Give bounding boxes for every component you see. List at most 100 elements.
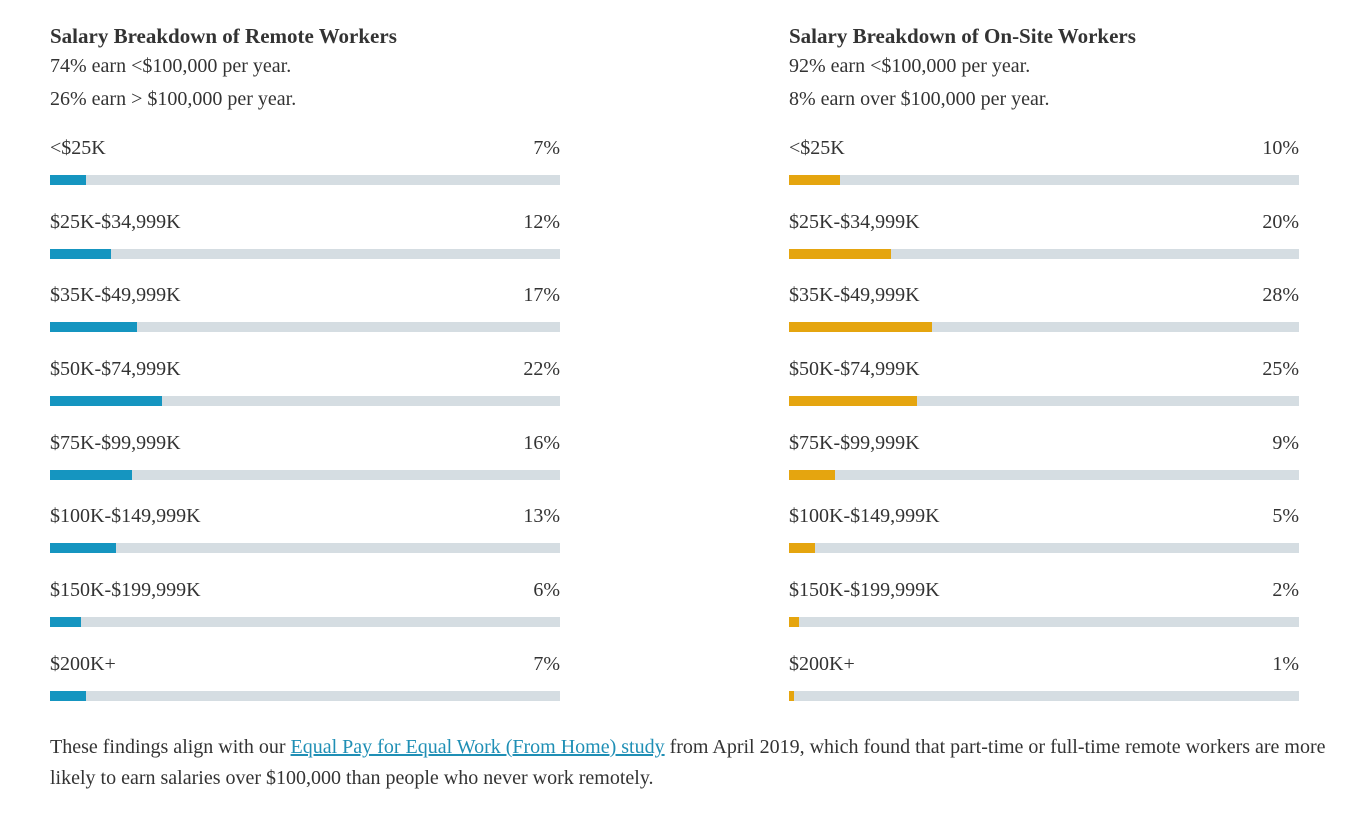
bar-fill: [50, 690, 86, 701]
bar-row-header: <$25K 10%: [789, 131, 1299, 165]
bar-track: [789, 396, 1299, 407]
bar-row: $150K-$199,999K 6%: [50, 573, 560, 647]
category-label: $100K-$149,999K: [50, 505, 201, 528]
study-link[interactable]: Equal Pay for Equal Work (From Home) stu…: [290, 736, 665, 758]
remote-salary-chart: Salary Breakdown of Remote Workers 74% e…: [50, 22, 560, 721]
bar-track: [789, 690, 1299, 701]
value-label: 7%: [533, 652, 560, 675]
bar-row: $35K-$49,999K 28%: [789, 278, 1299, 352]
value-label: 6%: [533, 579, 560, 602]
bar-row: $35K-$49,999K 17%: [50, 278, 560, 352]
bar-row-header: <$25K 7%: [50, 131, 560, 165]
bar-fill: [789, 469, 835, 480]
bar-fill: [50, 617, 81, 628]
category-label: $50K-$74,999K: [50, 358, 181, 381]
bar-row-header: $75K-$99,999K 9%: [789, 426, 1299, 460]
chart-title: Salary Breakdown of Remote Workers: [50, 24, 397, 48]
bar-fill: [789, 690, 795, 701]
bar-fill: [50, 396, 163, 407]
value-label: 28%: [1262, 284, 1299, 307]
bar-fill: [50, 543, 117, 554]
value-label: 13%: [523, 505, 560, 528]
bar-row-header: $50K-$74,999K 25%: [789, 352, 1299, 386]
bar-row-header: $35K-$49,999K 28%: [789, 278, 1299, 312]
onsite-salary-chart: Salary Breakdown of On-Site Workers 92% …: [789, 22, 1299, 721]
bar-fill: [50, 175, 86, 185]
bar-row: <$25K 7%: [50, 131, 560, 205]
bar-fill: [789, 543, 815, 554]
bar-row-header: $200K+ 1%: [789, 647, 1299, 681]
bar-row-header: $150K-$199,999K 2%: [789, 573, 1299, 607]
value-label: 5%: [1272, 505, 1299, 528]
bar-track: [50, 396, 560, 407]
category-label: $25K-$34,999K: [50, 210, 181, 233]
bar-track: [50, 690, 560, 701]
bar-row: $200K+ 7%: [50, 647, 560, 721]
bar-track: [50, 248, 560, 259]
bar-row: $100K-$149,999K 13%: [50, 499, 560, 573]
value-label: 12%: [523, 210, 560, 233]
bar-fill: [789, 322, 932, 333]
value-label: 25%: [1262, 358, 1299, 381]
bar-row-header: $35K-$49,999K 17%: [50, 278, 560, 312]
bar-track: [50, 543, 560, 554]
bar-row-header: $100K-$149,999K 5%: [789, 499, 1299, 533]
category-label: $150K-$199,999K: [789, 579, 940, 602]
bar-row: $50K-$74,999K 22%: [50, 352, 560, 426]
bar-row: <$25K 10%: [789, 131, 1299, 205]
bar-track: [789, 248, 1299, 259]
bar-fill: [50, 248, 112, 259]
bar-track: [789, 469, 1299, 480]
bar-rows: <$25K 10% $25K-$34,999K 20% $35K-$49,999K 28%…: [789, 131, 1299, 721]
bar-track: [789, 543, 1299, 554]
footer-text: from April 2019, which found that part-t…: [50, 736, 1326, 789]
bar-row-header: $25K-$34,999K 12%: [50, 205, 560, 239]
summary-line: 74% earn <$100,000 per year.: [50, 55, 292, 77]
bar-row-header: $150K-$199,999K 6%: [50, 573, 560, 607]
value-label: 7%: [533, 137, 560, 159]
bar-row: $100K-$149,999K 5%: [789, 499, 1299, 573]
bar-row-header: $200K+ 7%: [50, 647, 560, 681]
bar-row-header: $50K-$74,999K 22%: [50, 352, 560, 386]
category-label: <$25K: [789, 137, 845, 159]
category-label: $35K-$49,999K: [789, 284, 920, 307]
category-label: $35K-$49,999K: [50, 284, 181, 307]
category-label: $200K+: [50, 652, 116, 675]
category-label: <$25K: [50, 137, 106, 159]
bar-fill: [50, 322, 137, 333]
summary-line: 92% earn <$100,000 per year.: [789, 55, 1031, 77]
value-label: 20%: [1262, 210, 1299, 233]
bar-track: [50, 175, 560, 185]
bar-row: $150K-$199,999K 2%: [789, 573, 1299, 647]
value-label: 9%: [1272, 431, 1299, 454]
category-label: $75K-$99,999K: [50, 431, 181, 454]
bar-fill: [789, 396, 917, 407]
bar-fill: [789, 175, 840, 185]
summary-line: 26% earn > $100,000 per year.: [50, 88, 297, 110]
category-label: $50K-$74,999K: [789, 358, 920, 381]
value-label: 2%: [1272, 579, 1299, 602]
value-label: 22%: [523, 358, 560, 381]
category-label: $100K-$149,999K: [789, 505, 940, 528]
bar-row: $25K-$34,999K 12%: [50, 205, 560, 279]
category-label: $25K-$34,999K: [789, 210, 920, 233]
bar-row-header: $75K-$99,999K 16%: [50, 426, 560, 460]
bar-fill: [789, 248, 891, 259]
bar-track: [789, 617, 1299, 628]
value-label: 16%: [523, 431, 560, 454]
value-label: 17%: [523, 284, 560, 307]
bar-track: [50, 617, 560, 628]
bar-track: [50, 469, 560, 480]
bar-fill: [50, 469, 132, 480]
bar-row: $75K-$99,999K 16%: [50, 426, 560, 500]
bar-fill: [789, 617, 800, 628]
bar-row: $75K-$99,999K 9%: [789, 426, 1299, 500]
category-label: $150K-$199,999K: [50, 579, 201, 602]
bar-row: $50K-$74,999K 25%: [789, 352, 1299, 426]
bar-row: $25K-$34,999K 20%: [789, 205, 1299, 279]
bar-row-header: $100K-$149,999K 13%: [50, 499, 560, 533]
bar-track: [789, 322, 1299, 333]
bar-row: $200K+ 1%: [789, 647, 1299, 721]
bar-track: [50, 322, 560, 333]
bar-track: [789, 175, 1299, 185]
